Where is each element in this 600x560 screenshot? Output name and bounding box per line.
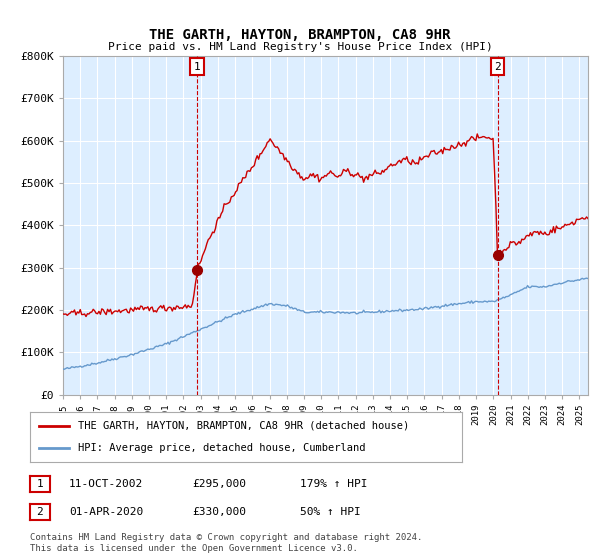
Text: £330,000: £330,000: [192, 507, 246, 517]
Text: 50% ↑ HPI: 50% ↑ HPI: [300, 507, 361, 517]
Text: Contains HM Land Registry data © Crown copyright and database right 2024.
This d: Contains HM Land Registry data © Crown c…: [30, 533, 422, 553]
Text: 179% ↑ HPI: 179% ↑ HPI: [300, 479, 367, 489]
Text: £295,000: £295,000: [192, 479, 246, 489]
Text: THE GARTH, HAYTON, BRAMPTON, CA8 9HR: THE GARTH, HAYTON, BRAMPTON, CA8 9HR: [149, 28, 451, 42]
Text: 11-OCT-2002: 11-OCT-2002: [69, 479, 143, 489]
Text: 2: 2: [494, 62, 501, 72]
Text: 01-APR-2020: 01-APR-2020: [69, 507, 143, 517]
Text: 2: 2: [37, 507, 43, 517]
Text: 1: 1: [37, 479, 43, 489]
Text: Price paid vs. HM Land Registry's House Price Index (HPI): Price paid vs. HM Land Registry's House …: [107, 42, 493, 52]
Text: 1: 1: [194, 62, 200, 72]
Text: THE GARTH, HAYTON, BRAMPTON, CA8 9HR (detached house): THE GARTH, HAYTON, BRAMPTON, CA8 9HR (de…: [77, 421, 409, 431]
Text: HPI: Average price, detached house, Cumberland: HPI: Average price, detached house, Cumb…: [77, 443, 365, 453]
